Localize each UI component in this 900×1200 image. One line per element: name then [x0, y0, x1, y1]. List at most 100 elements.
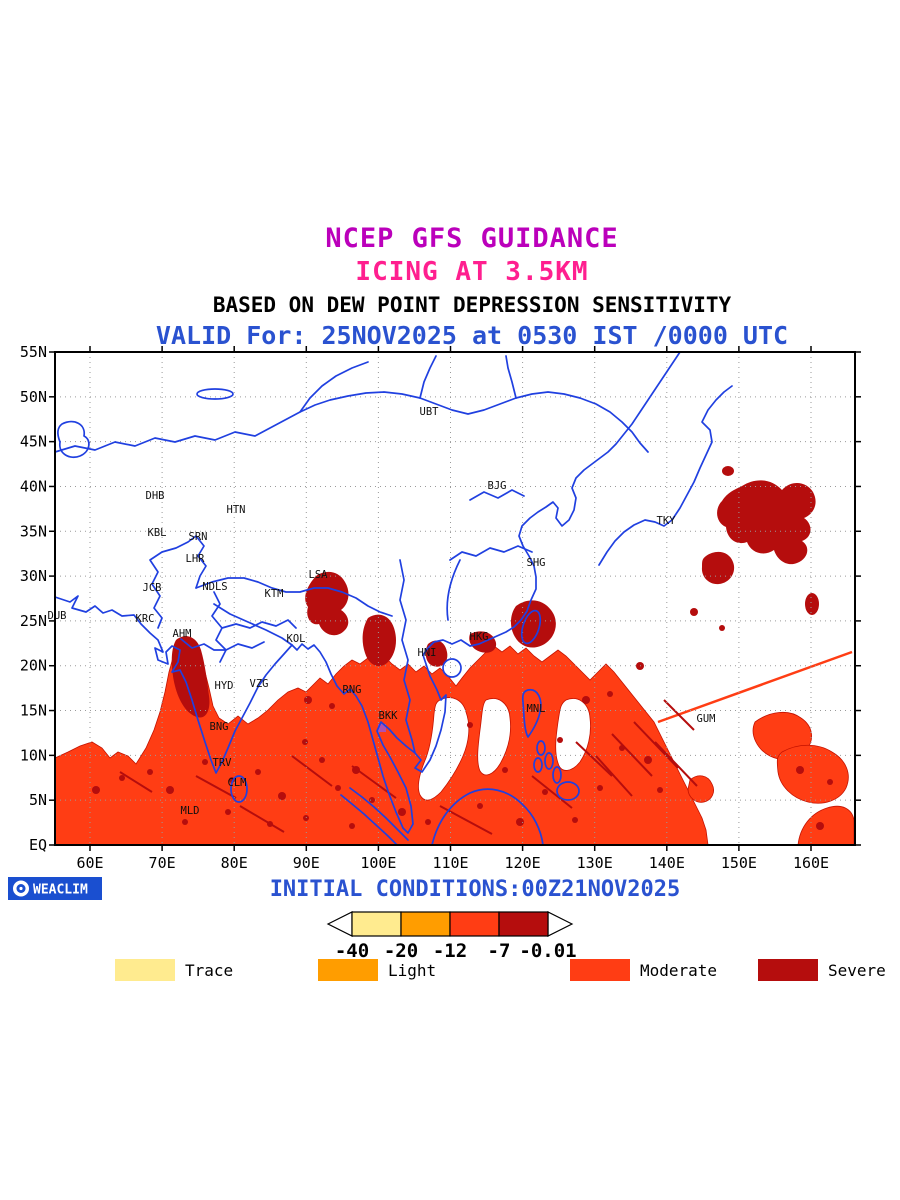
severe-speckle: [607, 691, 613, 697]
colorbar-value: -40: [335, 940, 369, 962]
valid-time-title: VALID For: 25NOV2025 at 0530 IST /0000 U…: [156, 321, 788, 350]
legend-label-light: Light: [388, 961, 436, 980]
severe-speckle: [477, 803, 483, 809]
station-label: SRN: [189, 531, 208, 543]
severe-speckle: [796, 766, 804, 774]
severe-blob: [805, 593, 819, 615]
colorbar-segment: [498, 911, 549, 937]
border-himalaya: [195, 577, 393, 617]
severe-speckle: [369, 797, 375, 803]
logo-text: WEACLIM: [33, 883, 88, 898]
severe-streaks: [119, 699, 698, 835]
y-axis-label: 35N: [20, 522, 47, 540]
station-label: KRC: [136, 613, 155, 625]
clear-gap-3: [555, 698, 591, 771]
severe-speckle: [304, 696, 312, 704]
station-label: HYD: [215, 680, 234, 692]
severe-region-pacific: [717, 480, 816, 565]
severe-speckle: [542, 789, 548, 795]
legend-label-trace: Trace: [185, 961, 233, 980]
severe-speckle: [119, 775, 125, 781]
island-visayas: [536, 740, 546, 756]
station-label: DHB: [146, 490, 165, 502]
station-label: JCB: [143, 582, 162, 594]
y-axis-label: 10N: [20, 746, 47, 764]
island-mindanao: [556, 781, 580, 801]
station-label: VZG: [250, 678, 269, 690]
colorbar-value: -20: [384, 940, 418, 962]
y-axis-label: 20N: [20, 657, 47, 675]
map-frame: [54, 351, 856, 846]
severe-speckle: [597, 785, 603, 791]
x-axis-label: 60E: [76, 854, 103, 872]
severe-speckle: [657, 787, 663, 793]
station-label: HTN: [227, 504, 246, 516]
severe-speckle: [398, 808, 406, 816]
severe-speckle: [557, 737, 563, 743]
x-axis-label: 160E: [793, 854, 829, 872]
station-label: MNL: [527, 703, 546, 715]
station-label: LHR: [186, 553, 206, 565]
station-label: DUB: [48, 610, 67, 622]
station-label: SHG: [527, 557, 546, 569]
island-visayas: [533, 757, 543, 773]
method-title: BASED ON DEW POINT DEPRESSION SENSITIVIT…: [213, 293, 732, 317]
map-grid: [49, 346, 861, 851]
island-visayas: [544, 752, 554, 770]
severe-speckle: [582, 696, 590, 704]
severe-region-pacific-2: [701, 551, 735, 585]
station-label: KOL: [287, 633, 306, 645]
coastlines-borders: [54, 351, 733, 846]
station-label: RNG: [343, 684, 362, 696]
colorbar-segment: [351, 911, 402, 937]
island-srilanka: [230, 775, 248, 803]
station-label: NDLS: [202, 581, 227, 593]
x-axis-label: 150E: [721, 854, 757, 872]
severe-blob: [719, 625, 725, 631]
severe-speckle: [619, 745, 625, 751]
severe-speckle: [319, 757, 325, 763]
coastline-borneo: [431, 788, 544, 846]
severe-speckle: [92, 786, 100, 794]
severe-region-west-india: [171, 636, 210, 718]
moderate-streak: [657, 650, 853, 724]
severe-speckle: [352, 766, 360, 774]
station-label: KTM: [265, 588, 284, 600]
moderate-region-east-2: [776, 744, 849, 804]
station-label: LSA: [309, 569, 329, 581]
coastline-sumatra: [340, 787, 409, 846]
clear-gap-1: [418, 697, 470, 801]
severe-speckle: [502, 767, 508, 773]
coastline-japan: [598, 385, 733, 566]
weaclim-logo: WEACLIM: [8, 877, 102, 900]
legend-label-moderate: Moderate: [640, 961, 717, 980]
island-taiwan: [520, 609, 542, 645]
severe-speckle: [267, 821, 273, 827]
rivers-china: [446, 489, 533, 621]
y-axis-label: 15N: [20, 702, 47, 720]
colorbar-right-arrow: [547, 911, 574, 937]
station-label: CLM: [228, 777, 247, 789]
severe-speckle: [255, 769, 261, 775]
x-axis-labels: 60E 70E 80E 90E 100E 110E 120E 130E 140E 150E 160E: [76, 854, 829, 872]
severe-speckle: [644, 756, 652, 764]
y-axis-label: 25N: [20, 612, 47, 630]
y-axis-label: EQ: [29, 836, 47, 854]
severe-speckle: [182, 819, 188, 825]
y-axis-label: 55N: [20, 343, 47, 361]
legend-swatch-moderate: [570, 959, 630, 981]
severe-speckle: [329, 703, 335, 709]
station-label: KBL: [148, 527, 167, 539]
river-mekong: [399, 559, 416, 754]
severe-speckle: [349, 823, 355, 829]
caspian-sea: [56, 420, 90, 459]
legend-label-severe: Severe: [828, 961, 886, 980]
severe-speckle: [147, 769, 153, 775]
island-hainan: [442, 658, 462, 678]
station-label: MLD: [181, 805, 200, 817]
colorbar: [326, 911, 574, 937]
station-label: AHM: [173, 628, 192, 640]
severe-blob: [690, 608, 698, 616]
